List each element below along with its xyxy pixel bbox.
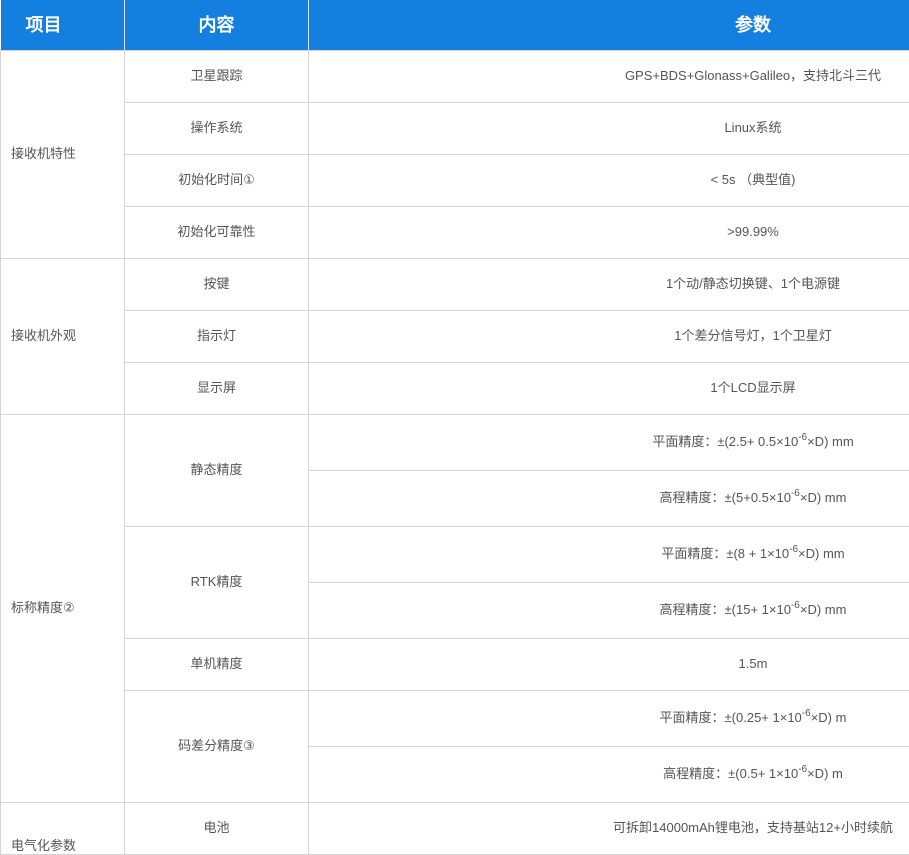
table-row: 操作系统 Linux系统 bbox=[1, 102, 909, 154]
group-label: 接收机特性 bbox=[1, 50, 125, 258]
group-label: 接收机外观 bbox=[1, 258, 125, 414]
table-row: 接收机外观 按键 1个动/静态切换键、1个电源键 bbox=[1, 258, 909, 310]
header-params: 参数 bbox=[309, 0, 909, 50]
value-cell: Linux系统 bbox=[309, 102, 909, 154]
table-row: 显示屏 1个LCD显示屏 bbox=[1, 362, 909, 414]
value-cell: 可拆卸14000mAh锂电池，支持基站12+小时续航 bbox=[309, 802, 909, 854]
value-cell: 高程精度：±(0.5+ 1×10-6×D) m bbox=[309, 746, 909, 802]
item-cell: RTK精度 bbox=[125, 526, 309, 638]
value-cell: 1个动/静态切换键、1个电源键 bbox=[309, 258, 909, 310]
item-cell: 电池 bbox=[125, 802, 309, 854]
item-cell: 显示屏 bbox=[125, 362, 309, 414]
value-cell: 平面精度：±(8 + 1×10-6×D) mm bbox=[309, 526, 909, 582]
table-row: 电气化参数 电池 可拆卸14000mAh锂电池，支持基站12+小时续航 bbox=[1, 802, 909, 854]
item-cell: 单机精度 bbox=[125, 638, 309, 690]
value-cell: 1.5m bbox=[309, 638, 909, 690]
table-row: 单机精度 1.5m bbox=[1, 638, 909, 690]
table-row: RTK精度 平面精度：±(8 + 1×10-6×D) mm bbox=[1, 526, 909, 582]
value-cell: 1个LCD显示屏 bbox=[309, 362, 909, 414]
table-row: 初始化时间① < 5s （典型值) bbox=[1, 154, 909, 206]
table-row: 指示灯 1个差分信号灯，1个卫星灯 bbox=[1, 310, 909, 362]
value-cell: GPS+BDS+Glonass+Galileo，支持北斗三代 bbox=[309, 50, 909, 102]
header-content: 内容 bbox=[125, 0, 309, 50]
item-cell: 初始化可靠性 bbox=[125, 206, 309, 258]
table-row: 接收机特性 卫星跟踪 GPS+BDS+Glonass+Galileo，支持北斗三… bbox=[1, 50, 909, 102]
group-label: 电气化参数 bbox=[1, 802, 125, 854]
item-cell: 卫星跟踪 bbox=[125, 50, 309, 102]
item-cell: 按键 bbox=[125, 258, 309, 310]
table-row: 初始化可靠性 >99.99% bbox=[1, 206, 909, 258]
table-row: 码差分精度③ 平面精度：±(0.25+ 1×10-6×D) m bbox=[1, 690, 909, 746]
item-cell: 操作系统 bbox=[125, 102, 309, 154]
header-item: 项目 bbox=[1, 0, 125, 50]
value-cell: 平面精度：±(0.25+ 1×10-6×D) m bbox=[309, 690, 909, 746]
table-header: 项目 内容 参数 bbox=[1, 0, 909, 50]
value-cell: < 5s （典型值) bbox=[309, 154, 909, 206]
table-row: 标称精度② 静态精度 平面精度：±(2.5+ 0.5×10-6×D) mm bbox=[1, 414, 909, 470]
item-cell: 码差分精度③ bbox=[125, 690, 309, 802]
value-cell: 1个差分信号灯，1个卫星灯 bbox=[309, 310, 909, 362]
item-cell: 初始化时间① bbox=[125, 154, 309, 206]
value-cell: 平面精度：±(2.5+ 0.5×10-6×D) mm bbox=[309, 414, 909, 470]
value-cell: 高程精度：±(5+0.5×10-6×D) mm bbox=[309, 470, 909, 526]
group-label: 标称精度② bbox=[1, 414, 125, 802]
item-cell: 指示灯 bbox=[125, 310, 309, 362]
value-cell: >99.99% bbox=[309, 206, 909, 258]
item-cell: 静态精度 bbox=[125, 414, 309, 526]
value-cell: 高程精度：±(15+ 1×10-6×D) mm bbox=[309, 582, 909, 638]
